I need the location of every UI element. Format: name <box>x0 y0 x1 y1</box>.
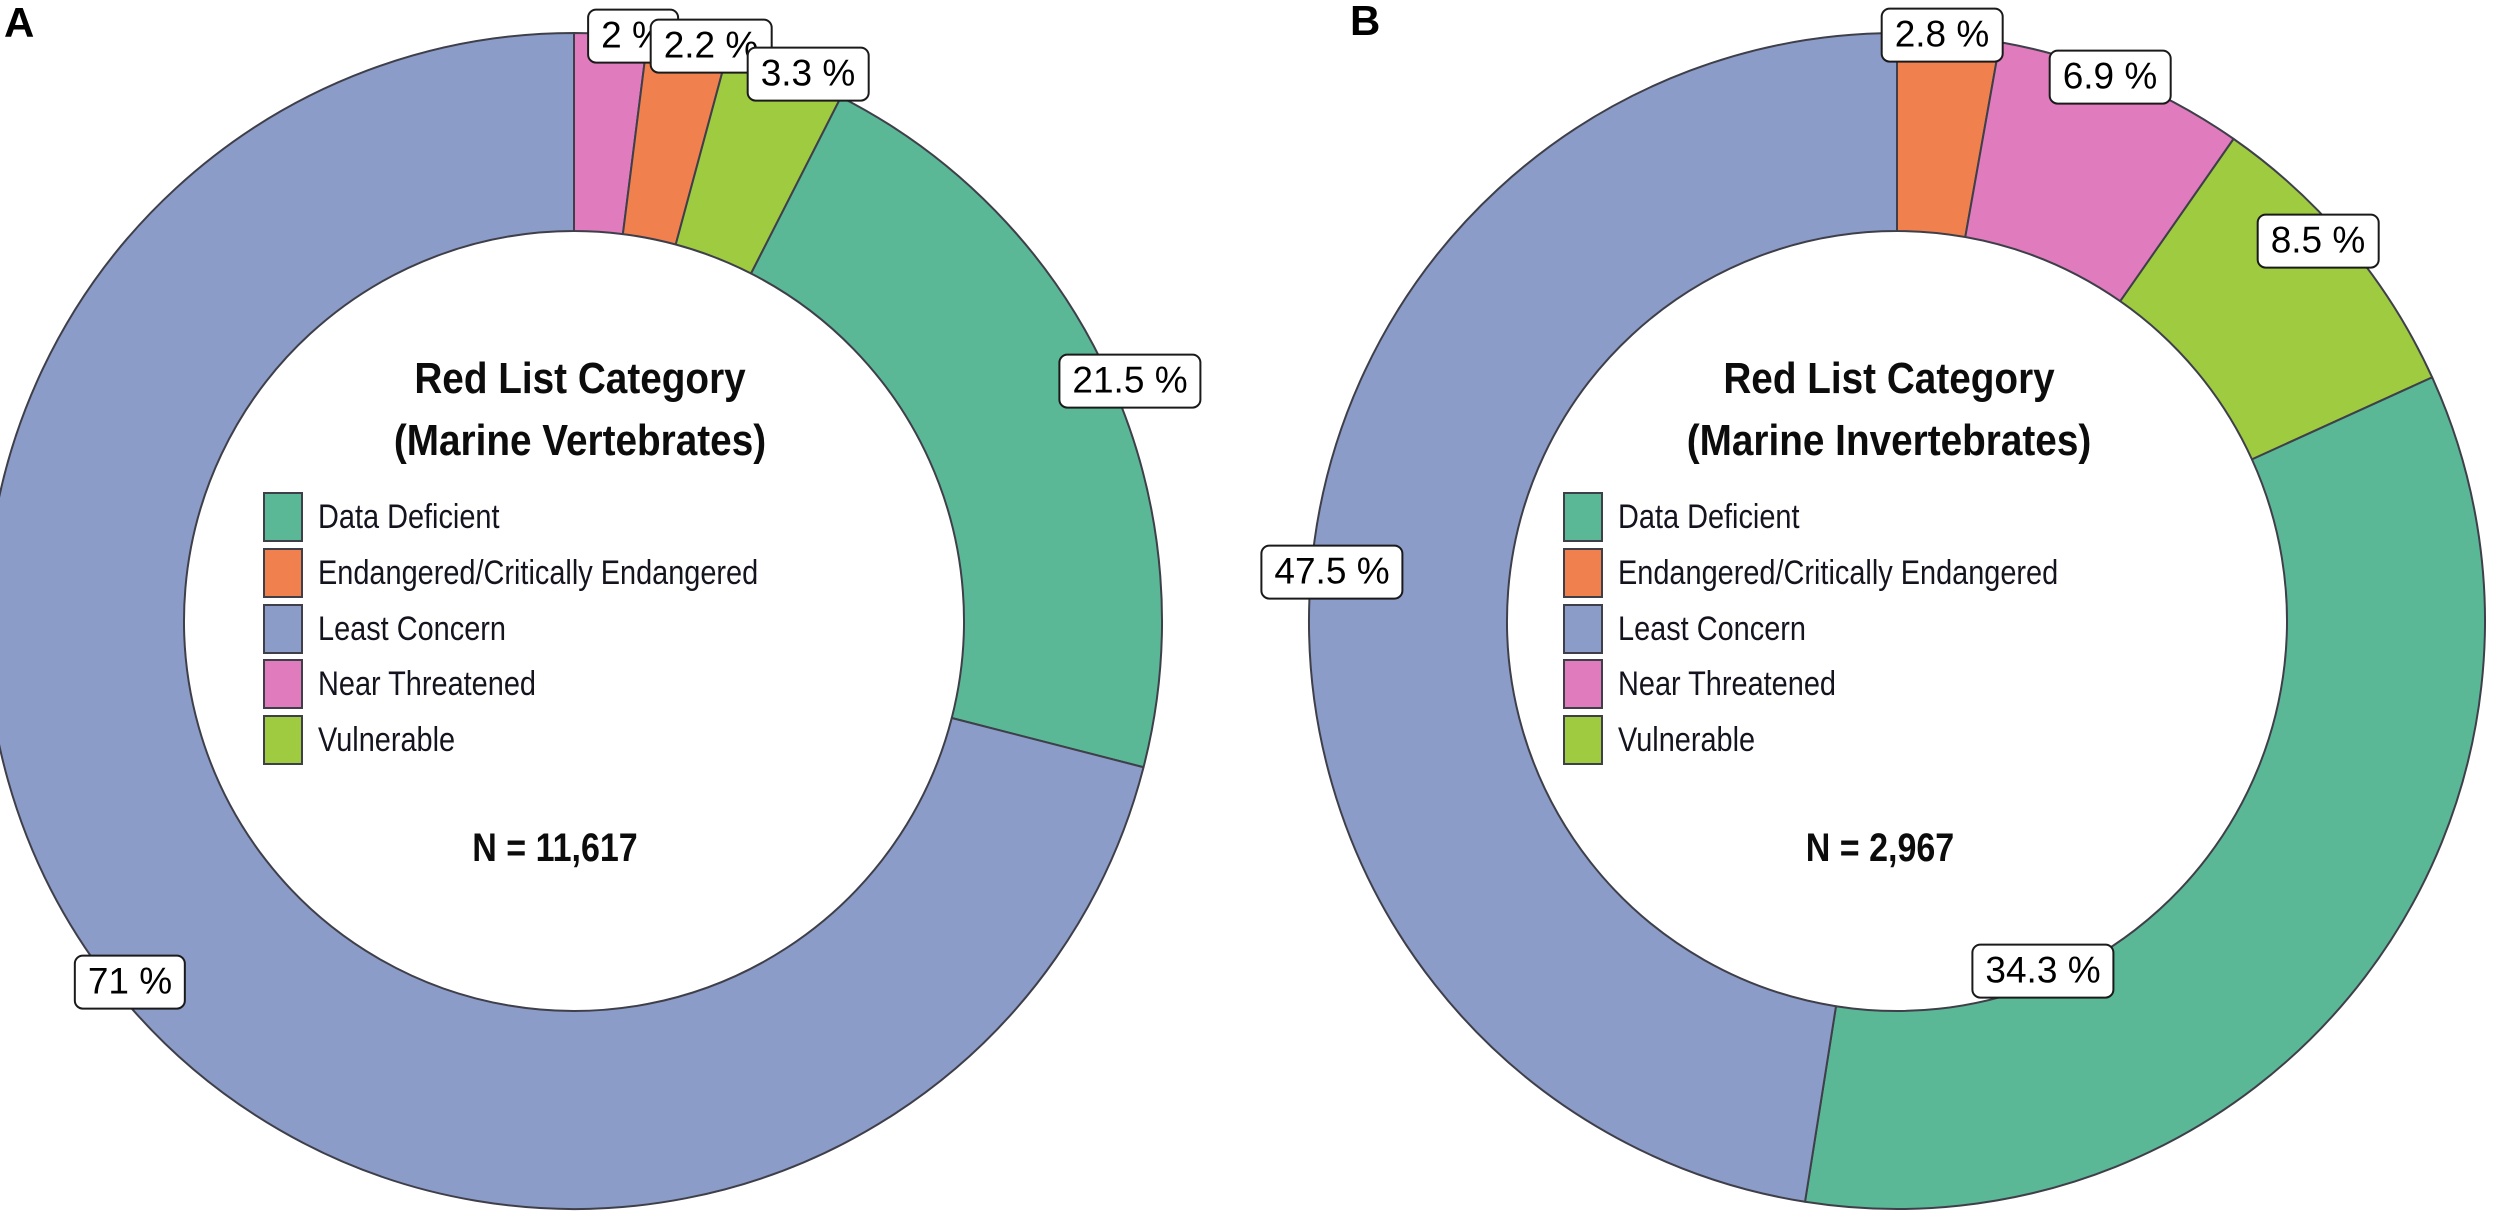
legend-item-endangered: Endangered/Critically Endangered <box>1563 548 2136 598</box>
sample-size-a: N = 11,617 <box>458 826 653 870</box>
slice-callout-least-concern: 47.5 % <box>1260 544 1404 600</box>
legend-item-endangered: Endangered/Critically Endangered <box>263 548 836 598</box>
legend-label-vulnerable: Vulnerable <box>1618 720 1756 759</box>
legend-label-vulnerable: Vulnerable <box>318 720 456 759</box>
legend-label-near-threatened: Near Threatened <box>1618 664 1836 703</box>
legend-item-data-deficient: Data Deficient <box>1563 492 1832 542</box>
donut-b-slice-least-concern <box>1308 32 1898 1203</box>
legend-item-least-concern: Least Concern <box>263 604 539 654</box>
legend-label-near-threatened: Near Threatened <box>318 664 536 703</box>
legend-label-endangered: Endangered/Critically Endangered <box>318 553 759 592</box>
donut-a-slice-least-concern <box>0 32 1145 1210</box>
legend-swatch-vulnerable-icon <box>1563 715 1603 765</box>
chart-title-b-line2-text: (Marine Invertebrates) <box>1686 416 2092 465</box>
legend-swatch-least-concern-icon <box>1563 604 1603 654</box>
legend-item-vulnerable: Vulnerable <box>1563 715 1779 765</box>
legend-label-data-deficient: Data Deficient <box>318 497 500 536</box>
slice-callout-vulnerable: 3.3 % <box>746 46 870 102</box>
legend-swatch-endangered-icon <box>1563 548 1603 598</box>
sample-size-a-text: N = 11,617 <box>472 826 638 870</box>
sample-size-b: N = 2,967 <box>1793 826 1968 870</box>
sample-size-b-text: N = 2,967 <box>1805 826 1955 870</box>
legend-swatch-near-threatened-icon <box>1563 659 1603 709</box>
legend-item-near-threatened: Near Threatened <box>1563 659 1874 709</box>
donut-b-slice-data-deficient <box>1804 376 2486 1210</box>
legend-item-data-deficient: Data Deficient <box>263 492 532 542</box>
panel-label-a: A <box>4 0 35 46</box>
slice-callout-data-deficient: 21.5 % <box>1058 353 1202 409</box>
legend-swatch-data-deficient-icon <box>263 492 303 542</box>
legend-swatch-least-concern-icon <box>263 604 303 654</box>
legend-swatch-vulnerable-icon <box>263 715 303 765</box>
slice-callout-vulnerable: 8.5 % <box>2256 213 2380 269</box>
legend-swatch-data-deficient-icon <box>1563 492 1603 542</box>
slice-callout-endangered: 2.8 % <box>1880 7 2004 63</box>
legend-label-data-deficient: Data Deficient <box>1618 497 1800 536</box>
legend-label-endangered: Endangered/Critically Endangered <box>1618 553 2059 592</box>
slice-callout-endangered: 2.2 % <box>649 18 773 74</box>
chart-title-b-line1: Red List Category <box>1701 354 2078 403</box>
legend-swatch-endangered-icon <box>263 548 303 598</box>
legend-item-least-concern: Least Concern <box>1563 604 1839 654</box>
chart-title-a-line1-text: Red List Category <box>414 354 746 403</box>
legend-label-least-concern: Least Concern <box>1618 609 1806 648</box>
chart-title-a-line2-text: (Marine Vertebrates) <box>393 416 767 465</box>
legend-swatch-near-threatened-icon <box>263 659 303 709</box>
slice-callout-least-concern: 71 % <box>73 954 187 1010</box>
chart-title-b-line2: (Marine Invertebrates) <box>1659 416 2119 465</box>
slice-callout-data-deficient: 34.3 % <box>1971 943 2115 999</box>
legend-item-vulnerable: Vulnerable <box>263 715 479 765</box>
panel-label-b: B <box>1350 0 1381 44</box>
chart-title-a-line1: Red List Category <box>392 354 769 403</box>
slice-callout-near-threatened: 6.9 % <box>2048 49 2172 105</box>
legend-item-near-threatened: Near Threatened <box>263 659 574 709</box>
chart-title-b-line1-text: Red List Category <box>1723 354 2055 403</box>
donut-a-slice-data-deficient <box>750 96 1163 769</box>
chart-title-a-line2: (Marine Vertebrates) <box>368 416 791 465</box>
legend-label-least-concern: Least Concern <box>318 609 506 648</box>
